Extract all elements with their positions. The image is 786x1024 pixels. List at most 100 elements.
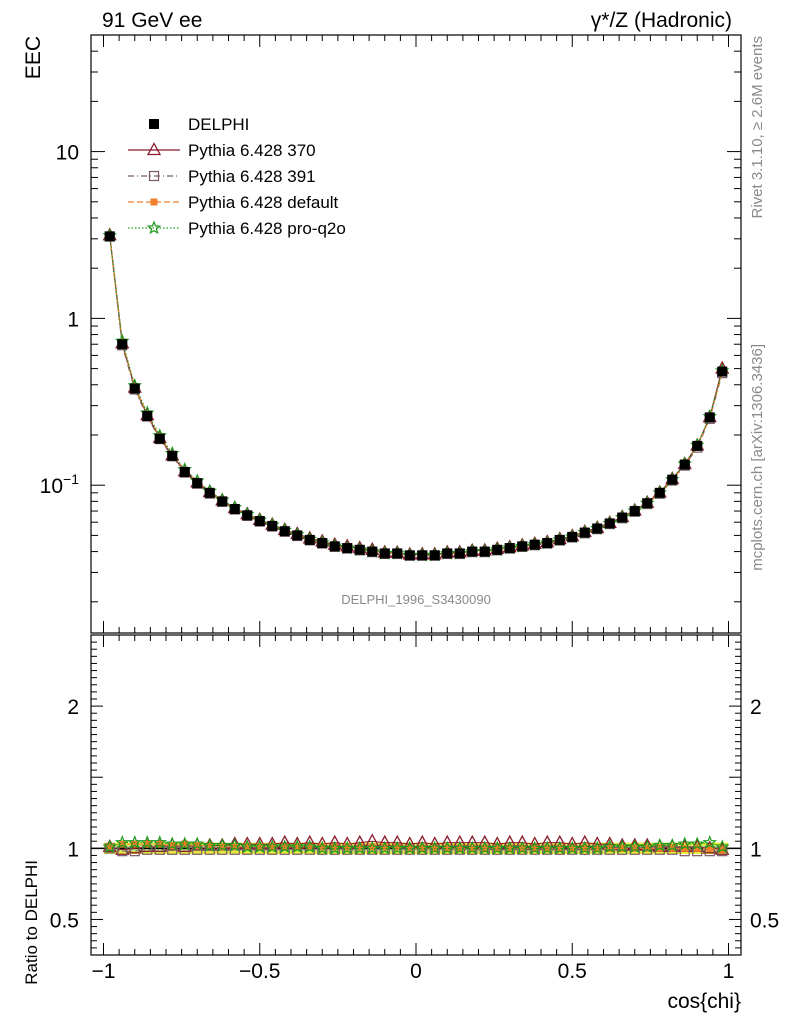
ratio-data-point [314, 840, 330, 855]
data-point [367, 546, 378, 557]
data-point [154, 433, 165, 444]
data-point [579, 527, 590, 538]
data-point [642, 498, 653, 509]
ratio-data-point [152, 834, 168, 849]
ratio-data-point [143, 840, 151, 848]
ratio-data-point [114, 834, 130, 849]
x-axis-label: cos{chi} [667, 990, 741, 1013]
data-point [404, 550, 415, 561]
data-point [667, 474, 678, 485]
data-point [604, 518, 615, 529]
ratio-data-point [489, 840, 505, 855]
ratio-data-point [602, 839, 618, 854]
data-point [429, 550, 440, 561]
data-point [629, 506, 640, 517]
data-point [717, 366, 728, 377]
legend-marker [146, 142, 162, 156]
ratio-y-tick-label-right: 2 [750, 696, 762, 719]
main-y-tick-label: 1 [67, 308, 79, 331]
ratio-data-point [681, 844, 689, 852]
ratio-data-point [331, 843, 339, 851]
data-point [442, 548, 453, 559]
legend-marker [148, 170, 160, 182]
data-point [254, 516, 265, 527]
ratio-y-tick-label: 2 [67, 696, 79, 719]
ratio-data-point [118, 840, 126, 848]
ratio-data-point [702, 834, 718, 849]
data-point [217, 496, 228, 507]
ratio-data-point [164, 836, 180, 851]
data-point [467, 546, 478, 557]
ratio-data-point [277, 839, 293, 854]
axis-ticks [91, 34, 741, 956]
ratio-data-point [606, 844, 614, 852]
ratio-data-point [577, 840, 593, 855]
ratio-data-point [677, 836, 693, 851]
ratio-data-point [614, 839, 630, 854]
ratio-plot-frame [90, 634, 742, 956]
ratio-data-point [618, 844, 626, 852]
data-point [492, 544, 503, 555]
ratio-data-point [506, 844, 514, 852]
ratio-data-point [477, 840, 493, 855]
data-point [329, 541, 340, 552]
data-point [542, 538, 553, 549]
data-point [279, 526, 290, 537]
ratio-data-point [252, 839, 268, 854]
ratio-data-point [481, 844, 489, 852]
ratio-data-point [664, 837, 680, 852]
legend-entry: Pythia 6.428 370 [128, 141, 316, 160]
ratio-data-point [352, 840, 368, 855]
ratio-data-point [177, 836, 193, 851]
rivet-label: Rivet 3.1.10, ≥ 2.6M events [749, 36, 766, 219]
ratio-data-point [443, 844, 451, 852]
mcplots-label: mcplots.cern.ch [arXiv:1306.3436] [749, 344, 766, 571]
ratio-data-point [389, 840, 405, 855]
ratio-data-point [289, 839, 305, 854]
ratio-data-point [689, 836, 705, 851]
ratio-data-point [514, 840, 530, 855]
x-tick-label: −1 [92, 960, 116, 983]
ratio-data-point [693, 844, 701, 852]
ratio-data-point [639, 839, 655, 854]
main-y-tick-label: 10−1 [40, 471, 80, 498]
legend-entry: DELPHI [149, 115, 249, 134]
legend-label: Pythia 6.428 pro-q2o [188, 219, 346, 238]
ratio-data-point [189, 836, 205, 851]
data-point [454, 548, 465, 559]
ratio-data-point [627, 839, 643, 854]
main-series-group [102, 227, 730, 562]
ratio-data-point [327, 840, 343, 855]
ratio-series-group [102, 833, 730, 857]
main-y-axis-label: EEC [22, 36, 45, 79]
x-tick-label: −0.5 [239, 960, 280, 983]
data-point [704, 412, 715, 423]
data-point [104, 231, 115, 242]
analysis-watermark: DELPHI_1996_S3430090 [341, 592, 491, 607]
data-point [504, 543, 515, 554]
data-point [617, 512, 628, 523]
ratio-data-point [377, 840, 393, 855]
data-point [317, 538, 328, 549]
ratio-data-point [452, 840, 468, 855]
right-title: γ*/Z (Hadronic) [591, 9, 732, 32]
data-point [204, 487, 215, 498]
data-point [304, 534, 315, 545]
ratio-data-point [652, 837, 668, 852]
ratio-data-point [714, 839, 730, 854]
ratio-y-tick-label-right: 1 [750, 838, 762, 861]
ratio-data-point [402, 840, 418, 855]
ratio-data-point [268, 843, 276, 851]
legend-entry: Pythia 6.428 default [128, 193, 339, 212]
ratio-y-tick-label-right: 0.5 [750, 909, 779, 932]
data-point [417, 550, 428, 561]
ratio-data-point [139, 834, 155, 849]
ratio-data-point [589, 840, 605, 855]
ratio-data-point [539, 840, 555, 855]
ratio-data-point [231, 843, 239, 851]
ratio-data-point [418, 844, 426, 852]
main-y-tick-label: 10 [56, 142, 79, 165]
ratio-data-point [531, 844, 539, 852]
ratio-data-point [343, 843, 351, 851]
ratio-data-point [439, 840, 455, 855]
